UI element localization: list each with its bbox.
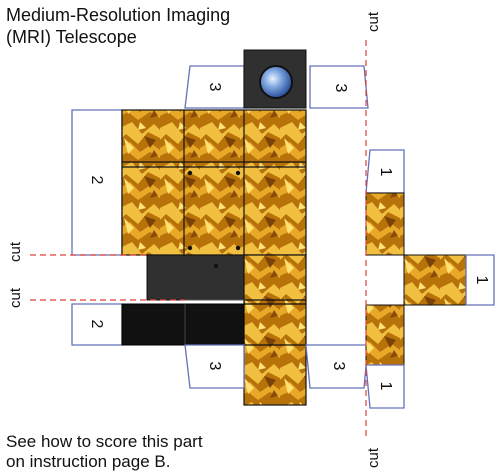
- tab-top-left-label: 3: [206, 83, 223, 92]
- tab-top-right-label: 3: [332, 84, 349, 93]
- cut-label-left-lower: cut: [7, 287, 24, 308]
- tab-bottom-left-label: 3: [206, 362, 223, 371]
- tab-left-upper-label: 2: [88, 176, 105, 185]
- tab-bottom-right: 3: [305, 344, 369, 389]
- fastener-dots: [187, 170, 241, 251]
- note-line-1: See how to score this part: [6, 432, 203, 451]
- tab-bottom-left: 3: [184, 344, 245, 389]
- lens-panel: [243, 49, 307, 109]
- tab-right-column-bottom: 1: [365, 364, 405, 409]
- tab-left-lower: 2: [71, 303, 123, 346]
- tab-right-column-top: 1: [365, 149, 405, 194]
- dark-panel-upper: [146, 254, 245, 301]
- cut-label-top-right: cut: [365, 11, 382, 32]
- note-line-2: on instruction page B.: [6, 452, 171, 471]
- tab-left-lower-label: 2: [88, 320, 105, 329]
- title-line-1: Medium-Resolution Imaging: [6, 5, 231, 25]
- instruction-note: See how to score this part on instructio…: [6, 432, 203, 472]
- foil-tile-right-upper: [365, 192, 405, 256]
- black-panel-lower: [121, 299, 245, 346]
- foil-tile-right-lower: [365, 304, 405, 366]
- tab-right-arm-label: 1: [473, 276, 490, 285]
- foil-column-center: [243, 254, 307, 406]
- tab-right-arm: 1: [465, 254, 495, 306]
- tab-top-left: 3: [184, 65, 245, 109]
- foil-tile-right-arm: [403, 254, 467, 306]
- title-line-2: (MRI) Telescope: [6, 27, 137, 47]
- sheet-title: Medium-Resolution Imaging (MRI) Telescop…: [6, 4, 230, 48]
- cut-label-bottom-right: cut: [365, 447, 382, 468]
- tab-top-right: 3: [309, 65, 369, 109]
- tab-right-column-top-label: 1: [377, 168, 394, 177]
- tab-left-upper: 2: [71, 109, 123, 256]
- tab-bottom-right-label: 3: [330, 362, 347, 371]
- foil-body: [121, 109, 307, 256]
- lens-icon: [259, 65, 293, 99]
- cut-lines: [30, 40, 367, 440]
- tab-right-column-bottom-label: 1: [377, 382, 394, 391]
- cut-label-left-upper: cut: [7, 241, 24, 262]
